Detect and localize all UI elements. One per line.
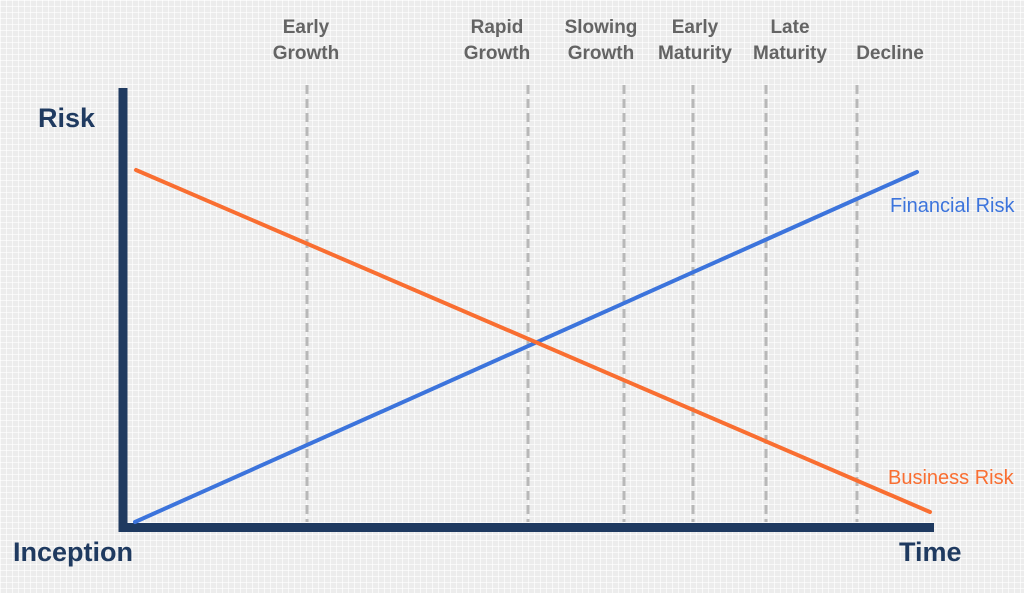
stage-divider-lines [305, 85, 859, 522]
financial-risk-line [133, 170, 919, 524]
x-axis-label: Time [899, 537, 962, 567]
business-risk-line [134, 168, 932, 514]
financial-risk-series-label: Financial Risk [890, 195, 1015, 217]
y-axis-label: Risk [38, 103, 96, 133]
origin-label: Inception [13, 537, 133, 567]
series-lines [133, 168, 932, 524]
business-risk-series-label: Business Risk [888, 467, 1014, 489]
axes [118, 88, 934, 532]
